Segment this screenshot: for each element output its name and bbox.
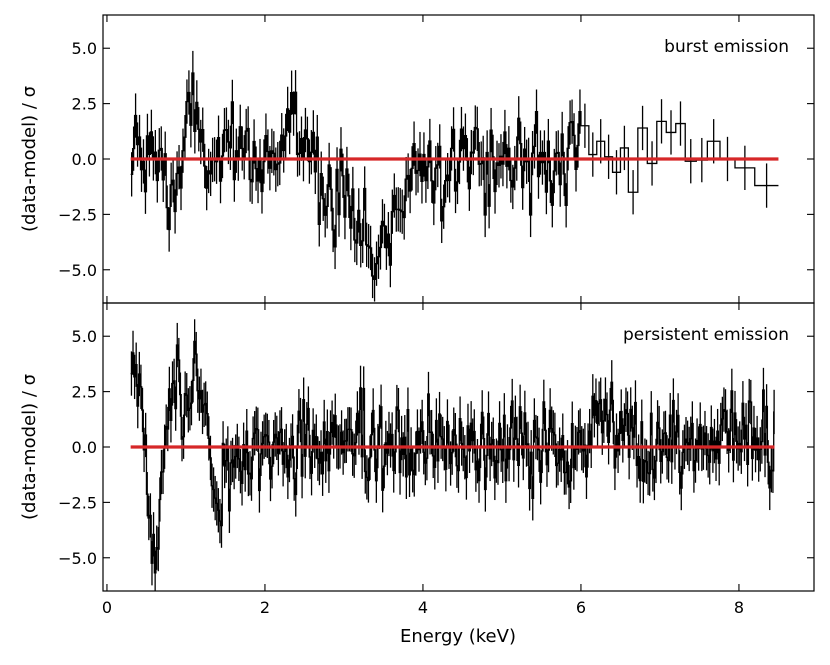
top-panel: 5.0 2.5 0.0 −2.5 −5.0 burst emission (data-m… <box>19 14 815 304</box>
x-tick-label: 0 <box>102 598 112 617</box>
y-tick-label: −5.0 <box>58 261 97 280</box>
top-panel-ylabel: (data-model) / σ <box>19 86 40 232</box>
x-tick-label: 6 <box>576 598 586 617</box>
bottom-panel-ticks: 5.0 2.5 0.0 −2.5 −5.0 0 2 4 6 8 <box>58 303 814 617</box>
bottom-panel: 5.0 2.5 0.0 −2.5 −5.0 0 2 4 6 8 persistent emissi… <box>19 302 815 647</box>
y-tick-label: 5.0 <box>72 327 97 346</box>
y-tick-label: −5.0 <box>58 549 97 568</box>
x-tick-label: 4 <box>418 598 428 617</box>
y-tick-label: 0.0 <box>72 438 97 457</box>
x-axis-label: Energy (keV) <box>400 626 516 647</box>
y-tick-label: −2.5 <box>58 493 97 512</box>
y-tick-label: −2.5 <box>58 205 97 224</box>
top-panel-annotation: burst emission <box>664 37 789 57</box>
y-tick-label: 2.5 <box>72 95 97 114</box>
x-tick-label: 8 <box>734 598 744 617</box>
bottom-panel-ylabel: (data-model) / σ <box>19 374 40 520</box>
y-tick-label: 0.0 <box>72 150 97 169</box>
bottom-panel-annotation: persistent emission <box>623 325 789 345</box>
y-tick-label: 2.5 <box>72 383 97 402</box>
x-tick-label: 2 <box>260 598 270 617</box>
residual-step-line <box>130 72 779 281</box>
top-panel-ticks: 5.0 2.5 0.0 −2.5 −5.0 <box>58 15 814 303</box>
residual-step-line <box>130 340 775 574</box>
bottom-panel-data <box>130 319 775 591</box>
top-panel-data <box>130 50 779 302</box>
y-tick-label: 5.0 <box>72 39 97 58</box>
